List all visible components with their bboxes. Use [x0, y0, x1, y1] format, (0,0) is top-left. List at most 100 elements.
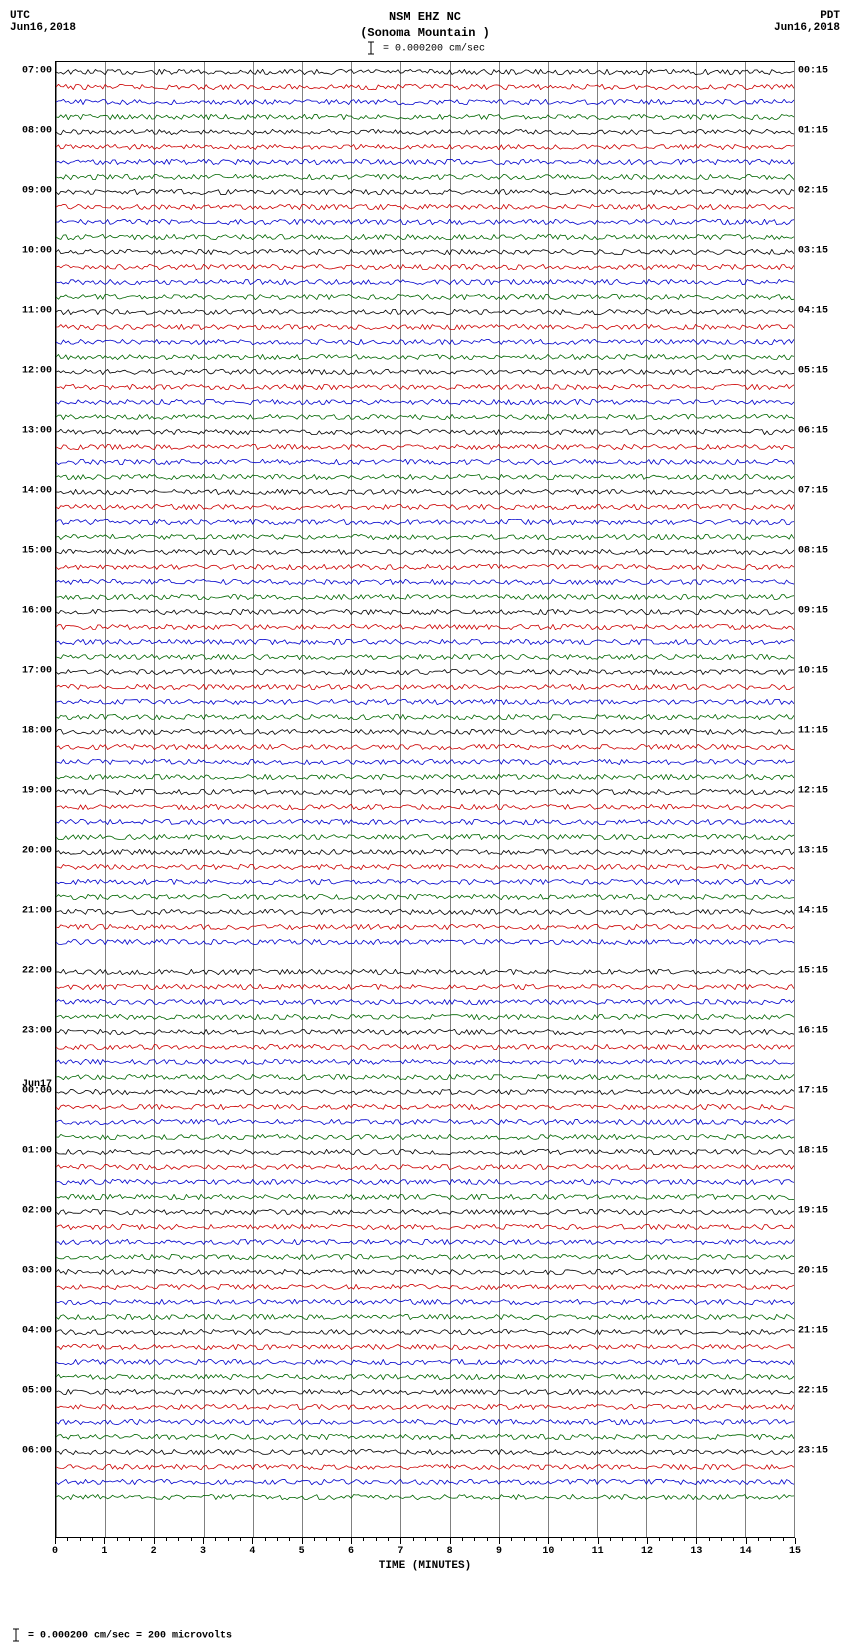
pdt-time-label: 10:15 — [798, 665, 840, 676]
x-axis: TIME (MINUTES) 0123456789101112131415 — [55, 1538, 795, 1578]
pdt-time-label: 07:15 — [798, 485, 840, 496]
pdt-time-label: 08:15 — [798, 545, 840, 556]
x-tick-minor — [166, 1538, 167, 1541]
seismic-trace — [56, 942, 794, 957]
pdt-time-label: 11:15 — [798, 725, 840, 736]
x-tick-minor — [511, 1538, 512, 1541]
x-tick-major — [548, 1538, 549, 1544]
x-tick-minor — [561, 1538, 562, 1541]
pdt-time-label: 16:15 — [798, 1025, 840, 1036]
x-tick-label: 1 — [101, 1546, 107, 1557]
pdt-time-label: 18:15 — [798, 1145, 840, 1156]
x-tick-minor — [388, 1538, 389, 1541]
pdt-time-label: 22:15 — [798, 1385, 840, 1396]
pdt-time-label: 00:15 — [798, 65, 840, 76]
x-tick-minor — [783, 1538, 784, 1541]
x-tick-major — [499, 1538, 500, 1544]
x-tick-minor — [474, 1538, 475, 1541]
x-tick-minor — [622, 1538, 623, 1541]
x-tick-minor — [277, 1538, 278, 1541]
x-tick-label: 0 — [52, 1546, 58, 1557]
x-tick-minor — [672, 1538, 673, 1541]
footer-text: = 0.000200 cm/sec = 200 microvolts — [28, 1630, 232, 1641]
x-tick-label: 9 — [496, 1546, 502, 1557]
utc-time-label: 12:00 — [10, 365, 52, 376]
pdt-time-label: 23:15 — [798, 1445, 840, 1456]
x-tick-minor — [191, 1538, 192, 1541]
x-tick-minor — [721, 1538, 722, 1541]
x-tick-minor — [363, 1538, 364, 1541]
tz-left: UTC Jun16,2018 — [10, 10, 90, 34]
x-tick-label: 5 — [299, 1546, 305, 1557]
utc-time-label: 11:00 — [10, 305, 52, 316]
x-tick-minor — [462, 1538, 463, 1541]
utc-time-label: 18:00 — [10, 725, 52, 736]
day-break-label: Jun17 — [10, 1079, 52, 1090]
utc-time-label: 23:00 — [10, 1025, 52, 1036]
x-tick-minor — [228, 1538, 229, 1541]
x-tick-label: 12 — [641, 1546, 653, 1557]
x-tick-minor — [524, 1538, 525, 1541]
utc-time-label: 01:00 — [10, 1145, 52, 1156]
x-tick-minor — [265, 1538, 266, 1541]
x-tick-minor — [770, 1538, 771, 1541]
x-tick-major — [746, 1538, 747, 1544]
x-tick-label: 13 — [690, 1546, 702, 1557]
footer: = 0.000200 cm/sec = 200 microvolts — [10, 1628, 840, 1642]
utc-time-label: 22:00 — [10, 965, 52, 976]
x-tick-major — [795, 1538, 796, 1544]
pdt-time-label: 09:15 — [798, 605, 840, 616]
x-tick-minor — [326, 1538, 327, 1541]
x-tick-minor — [80, 1538, 81, 1541]
x-tick-major — [104, 1538, 105, 1544]
header-center: NSM EHZ NC (Sonoma Mountain ) = 0.000200… — [360, 10, 490, 56]
x-tick-minor — [289, 1538, 290, 1541]
x-tick-minor — [437, 1538, 438, 1541]
seismogram-plot — [55, 61, 795, 1538]
x-tick-minor — [339, 1538, 340, 1541]
x-tick-label: 15 — [789, 1546, 801, 1557]
x-tick-label: 3 — [200, 1546, 206, 1557]
x-tick-minor — [709, 1538, 710, 1541]
x-tick-label: 4 — [249, 1546, 255, 1557]
x-tick-major — [302, 1538, 303, 1544]
x-tick-minor — [92, 1538, 93, 1541]
x-tick-minor — [141, 1538, 142, 1541]
x-tick-minor — [610, 1538, 611, 1541]
x-tick-minor — [67, 1538, 68, 1541]
utc-time-label: 05:00 — [10, 1385, 52, 1396]
x-tick-major — [154, 1538, 155, 1544]
x-tick-minor — [758, 1538, 759, 1541]
grid-line — [794, 62, 795, 1537]
x-tick-minor — [240, 1538, 241, 1541]
x-tick-minor — [684, 1538, 685, 1541]
x-tick-minor — [573, 1538, 574, 1541]
tz-right: PDT Jun16,2018 — [760, 10, 840, 34]
x-tick-minor — [635, 1538, 636, 1541]
utc-time-label: 15:00 — [10, 545, 52, 556]
x-tick-minor — [314, 1538, 315, 1541]
pdt-time-label: 21:15 — [798, 1325, 840, 1336]
x-tick-minor — [117, 1538, 118, 1541]
x-tick-major — [647, 1538, 648, 1544]
pdt-time-label: 04:15 — [798, 305, 840, 316]
tz-left-label: UTC — [10, 10, 90, 22]
x-tick-major — [598, 1538, 599, 1544]
x-tick-label: 11 — [592, 1546, 604, 1557]
x-tick-minor — [536, 1538, 537, 1541]
pdt-time-label: 19:15 — [798, 1205, 840, 1216]
utc-time-label: 21:00 — [10, 905, 52, 916]
x-tick-minor — [178, 1538, 179, 1541]
pdt-time-label: 13:15 — [798, 845, 840, 856]
station-code: NSM EHZ NC — [360, 10, 490, 26]
x-tick-major — [351, 1538, 352, 1544]
x-tick-major — [696, 1538, 697, 1544]
scale-bar-icon — [365, 41, 377, 55]
tz-right-date: Jun16,2018 — [760, 22, 840, 34]
utc-time-label: 02:00 — [10, 1205, 52, 1216]
x-tick-label: 6 — [348, 1546, 354, 1557]
pdt-time-label: 06:15 — [798, 425, 840, 436]
utc-time-label: 04:00 — [10, 1325, 52, 1336]
x-tick-minor — [215, 1538, 216, 1541]
tz-right-label: PDT — [760, 10, 840, 22]
